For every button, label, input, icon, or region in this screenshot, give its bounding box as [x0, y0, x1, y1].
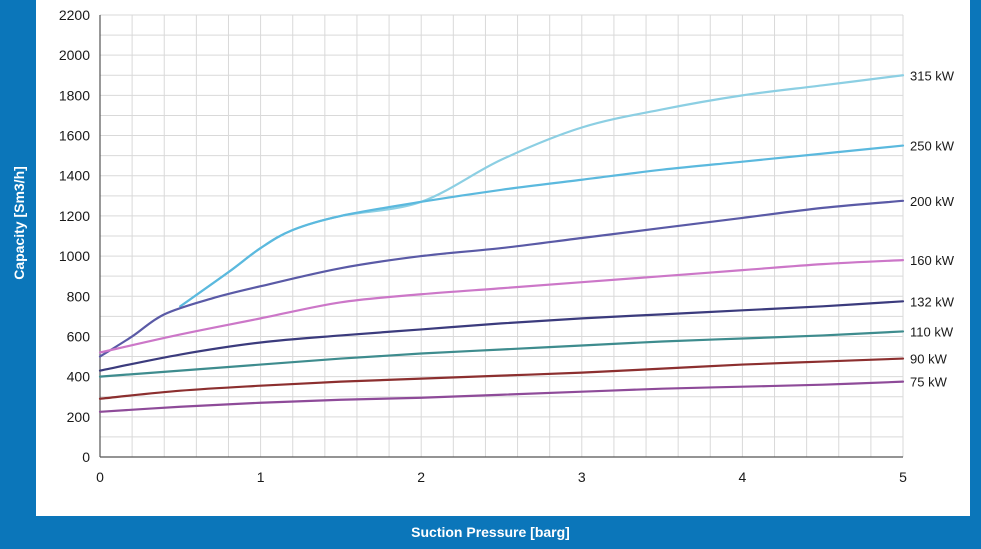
y-tick-label: 800	[67, 288, 91, 304]
x-tick-label: 1	[257, 469, 265, 485]
series-line-315-kw	[180, 75, 903, 306]
series-line-90-kw	[100, 359, 903, 399]
series-label-250-kw: 250 kW	[910, 139, 955, 154]
y-tick-label: 200	[67, 409, 91, 425]
series-label-90-kw: 90 kW	[910, 352, 948, 367]
x-tick-label: 0	[96, 469, 104, 485]
y-tick-label: 2200	[59, 7, 90, 23]
grid-lines	[100, 15, 903, 457]
y-tick-label: 1000	[59, 248, 90, 264]
y-tick-label: 1200	[59, 208, 90, 224]
series-label-75-kw: 75 kW	[910, 375, 948, 390]
series-label-132-kw: 132 kW	[910, 294, 955, 309]
y-tick-label: 600	[67, 328, 91, 344]
y-tick-label: 1400	[59, 168, 90, 184]
series-lines	[100, 75, 903, 412]
x-tick-label: 2	[417, 469, 425, 485]
series-line-250-kw	[180, 146, 903, 307]
series-label-110-kw: 110 kW	[910, 324, 954, 339]
series-labels: 315 kW 250 kW 200 kW 160 kW 132 kW 110 kW 90 k…	[910, 68, 955, 389]
series-label-200-kw: 200 kW	[910, 194, 955, 209]
y-tick-label: 1800	[59, 87, 90, 103]
x-tick-label: 4	[739, 469, 747, 485]
tick-labels: 0 200 400 600 800 1000 1200 1400 1600 1800 2000 220…	[59, 7, 907, 485]
y-tick-label: 1600	[59, 128, 90, 144]
y-tick-label: 400	[67, 369, 91, 385]
y-tick-label: 2000	[59, 47, 90, 63]
x-tick-label: 5	[899, 469, 907, 485]
series-line-160-kw	[100, 260, 903, 352]
series-label-315-kw: 315 kW	[910, 68, 955, 83]
x-tick-label: 3	[578, 469, 586, 485]
y-tick-label: 0	[82, 449, 90, 465]
series-line-110-kw	[100, 331, 903, 376]
series-label-160-kw: 160 kW	[910, 253, 955, 268]
